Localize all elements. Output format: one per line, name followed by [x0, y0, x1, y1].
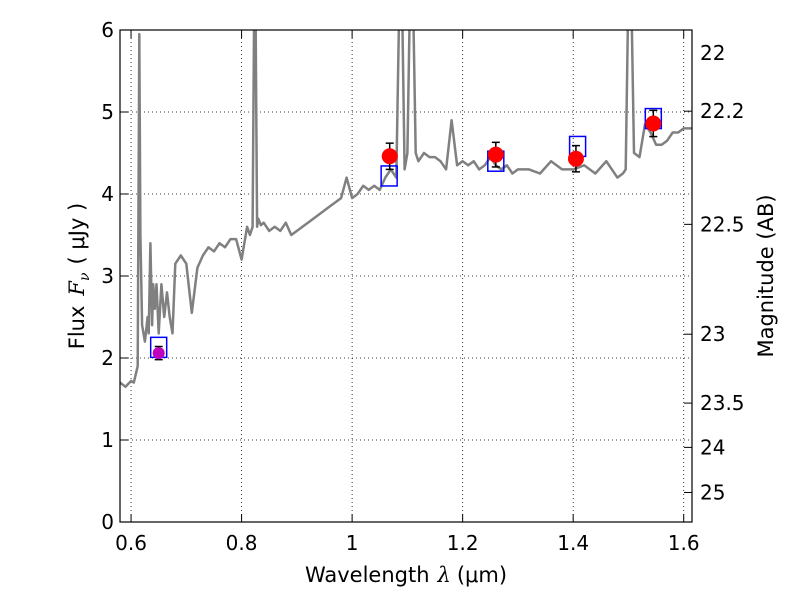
observed-point [567, 150, 584, 167]
y-tick-label: 1 [101, 428, 114, 452]
y-tick-label: 5 [101, 100, 114, 124]
observed-point [381, 148, 398, 165]
x-tick-label: 1.6 [668, 531, 700, 555]
x-axis-label-unit: (μm) [457, 563, 507, 587]
x-axis-label: Wavelength λ (μm) [305, 563, 507, 587]
axis-ticks: 0.6 0.8 1 1.2 1.4 1.601234562222.222.52323.52… [101, 18, 744, 555]
y-axis-label-symbol: F [65, 280, 89, 297]
x-axis-label-text: Wavelength [305, 563, 430, 587]
y-tick-label: 4 [101, 182, 114, 206]
y2-tick-label: 22.5 [700, 212, 745, 236]
x-tick-label: 0.6 [115, 531, 147, 555]
y-tick-label: 6 [101, 18, 114, 42]
y-tick-label: 3 [101, 264, 114, 288]
y-axis-label-subscript: ν [77, 272, 93, 281]
y2-tick-label: 25 [700, 480, 725, 504]
y2-tick-label: 22.2 [700, 99, 745, 123]
y2-tick-label: 23.5 [700, 391, 745, 415]
y2-axis-label: Magnitude (AB) [754, 194, 778, 357]
y-axis-label-unit: ( μJy ) [65, 203, 89, 265]
marker-layer [149, 107, 663, 361]
y-axis-label-text: Flux [65, 306, 89, 350]
plot-area [120, 30, 692, 522]
spectrum-series [120, 30, 692, 388]
y2-tick-label: 23 [700, 322, 725, 346]
observed-point [645, 115, 662, 132]
y-tick-label: 0 [101, 510, 114, 534]
x-axis-label-symbol: λ [437, 563, 451, 587]
x-tick-label: 0.8 [226, 531, 258, 555]
y-axis-label: Flux Fν ( μJy ) [65, 203, 93, 349]
x-tick-label: 1 [346, 531, 359, 555]
x-tick-label: 1.2 [447, 531, 479, 555]
observed-point [487, 146, 504, 163]
y2-tick-label: 22 [700, 41, 725, 65]
y-tick-label: 2 [101, 346, 114, 370]
observed-point [152, 347, 165, 360]
y2-tick-label: 24 [700, 435, 725, 459]
x-tick-label: 1.4 [557, 531, 589, 555]
spectrum-line [120, 30, 692, 388]
